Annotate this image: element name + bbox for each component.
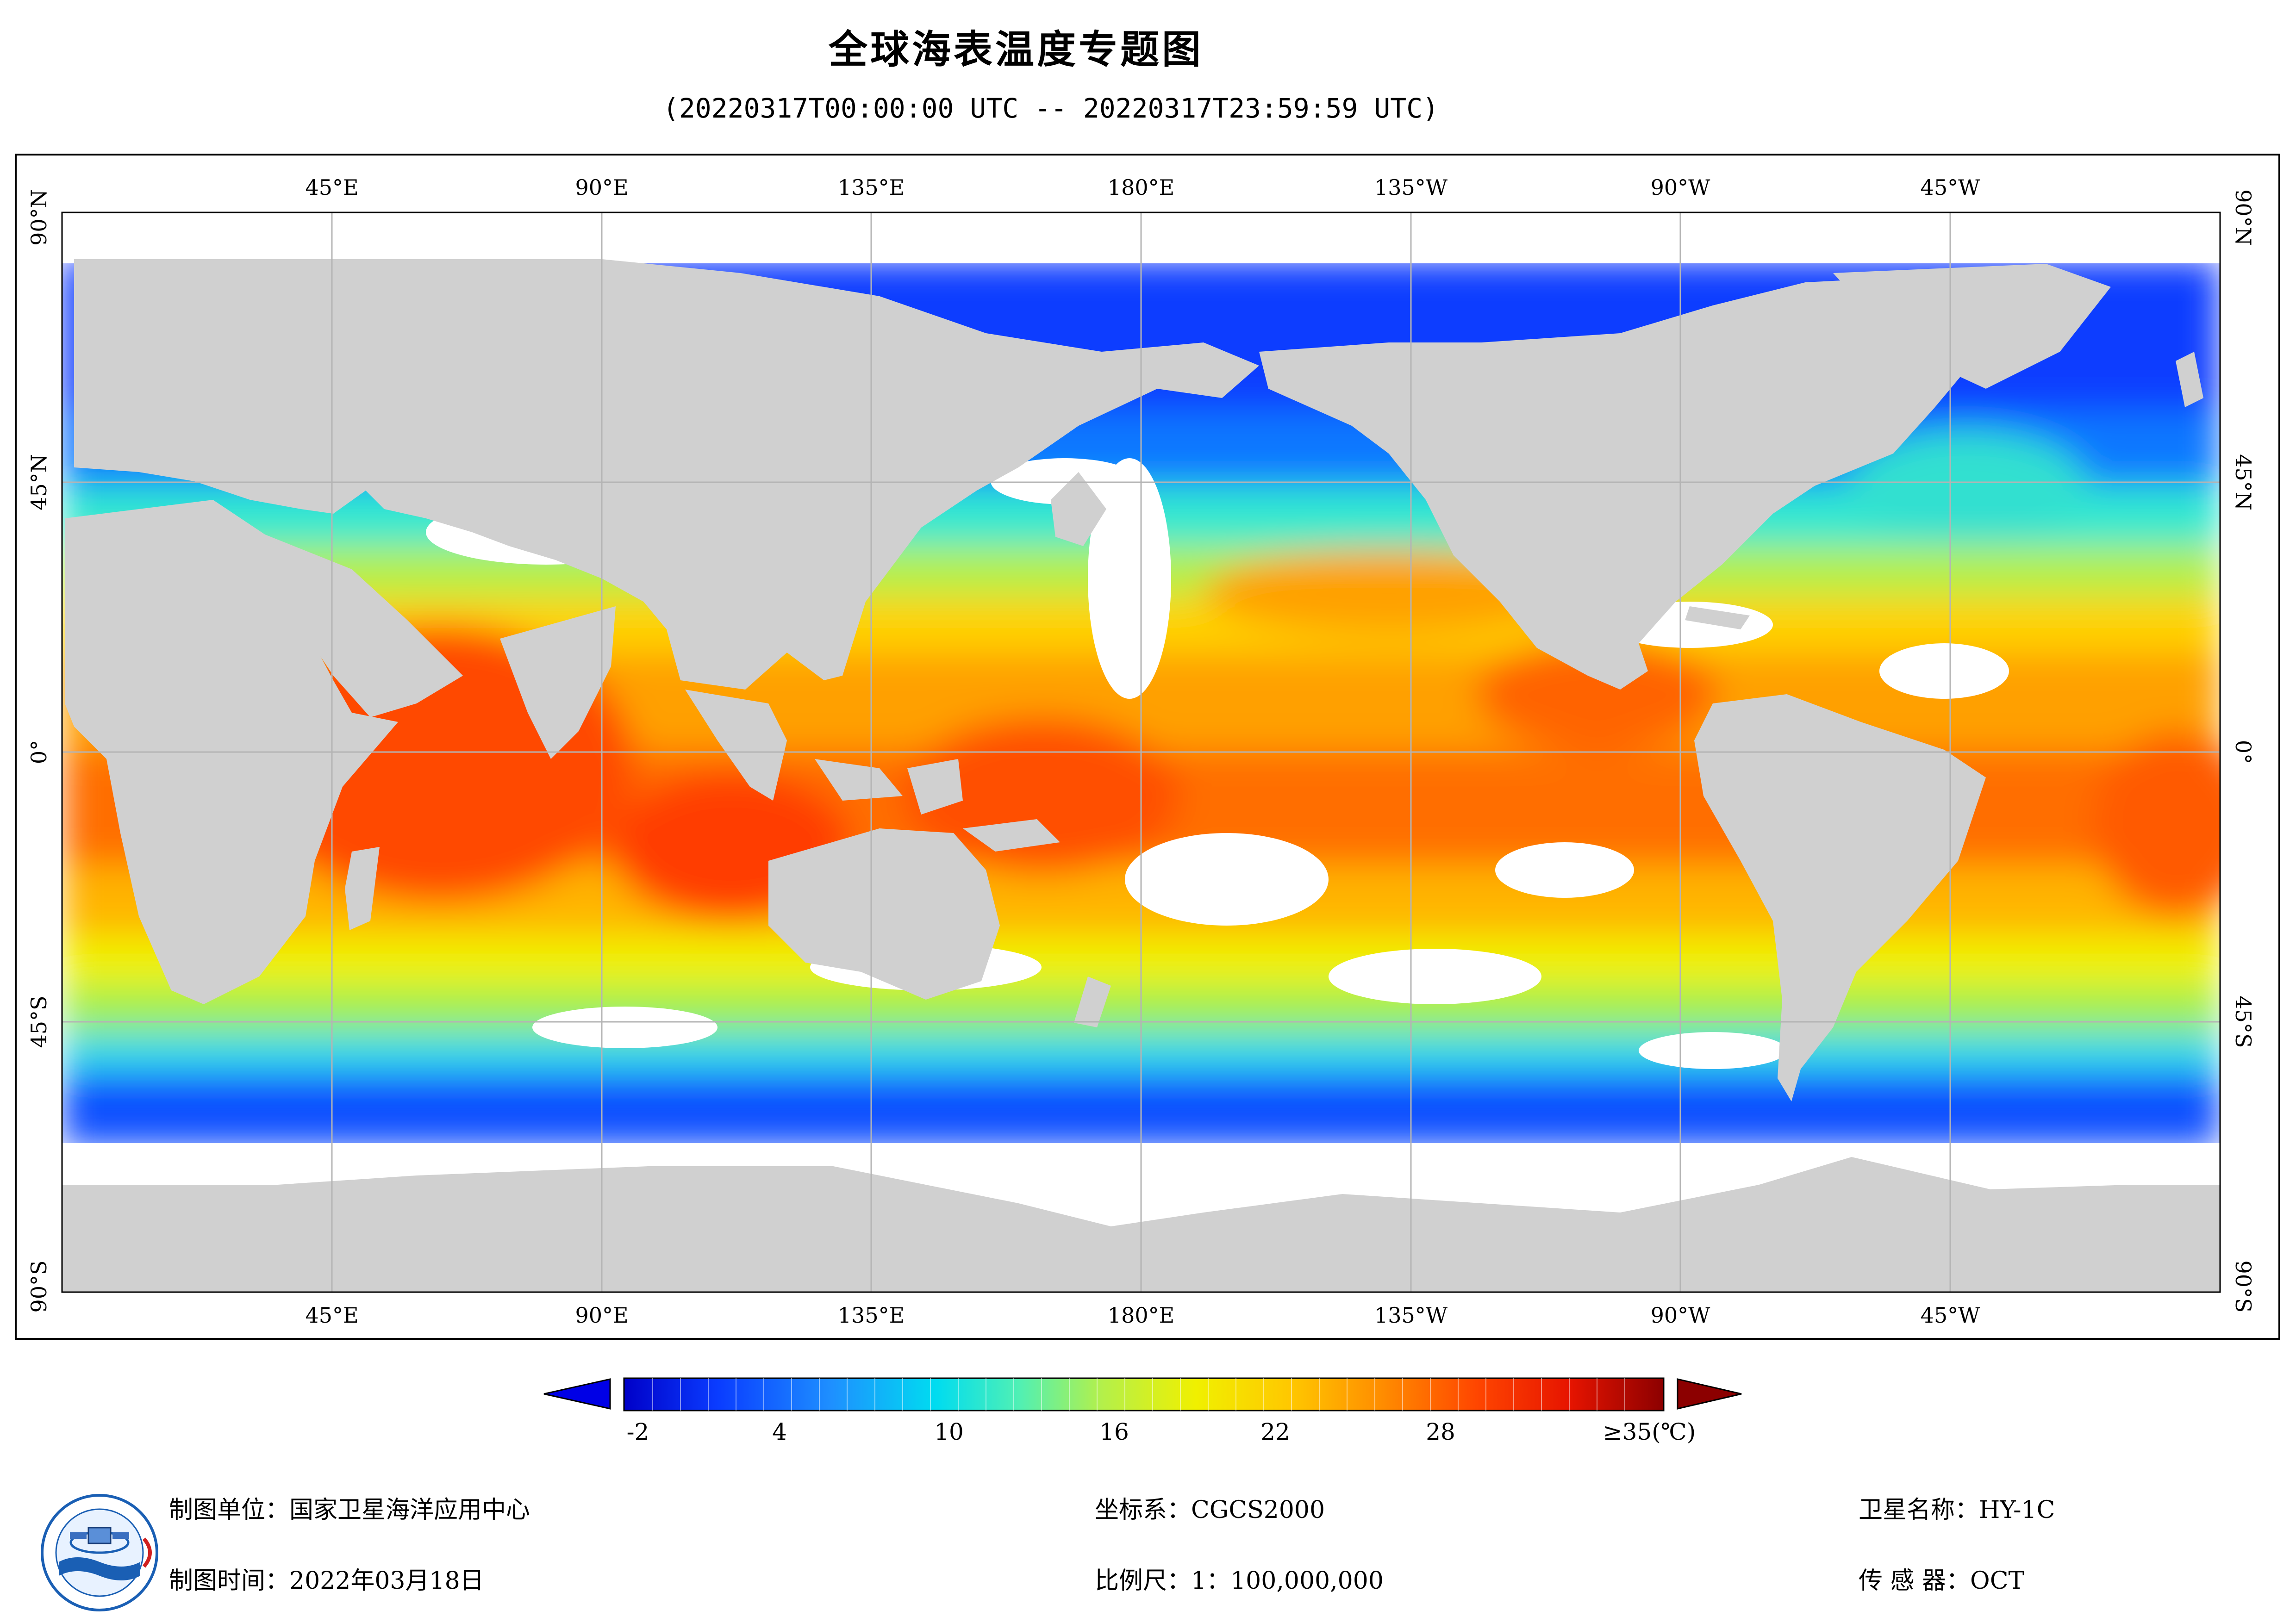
lat-label-left-0: 0° <box>26 740 51 765</box>
colorbar-tick-16: 16 <box>1099 1418 1129 1445</box>
map-title: 全球海表温度专题图 <box>828 27 1204 72</box>
lat-label-right-90n: 90°N <box>2231 189 2256 246</box>
lon-label-bottom-45w: 45°W <box>1920 1303 1980 1328</box>
coordinate-system: 坐标系：CGCS2000 <box>1095 1496 1325 1524</box>
lon-label-bottom-135w: 135°W <box>1374 1303 1448 1328</box>
lon-label-top-180e: 180°E <box>1107 175 1175 200</box>
lat-label-right-90s: 90°S <box>2231 1260 2256 1313</box>
nsoas-logo-icon <box>41 1494 158 1611</box>
colorbar-tick-28: 28 <box>1426 1418 1455 1445</box>
colorbar-tick-10: 10 <box>934 1418 964 1445</box>
lat-label-right-45n: 45°N <box>2231 454 2256 510</box>
graticule <box>62 212 2220 1292</box>
lon-label-top-90e: 90°E <box>575 175 629 200</box>
lat-label-left-45n: 45°N <box>26 454 51 510</box>
lat-label-left-90n: 90°N <box>26 189 51 246</box>
colorbar-tick-35: ≥35(℃) <box>1603 1418 1696 1445</box>
lon-label-bottom-90w: 90°W <box>1650 1303 1710 1328</box>
map-production-date: 制图时间：2022年03月18日 <box>169 1567 484 1595</box>
satellite-name: 卫星名称：HY-1C <box>1859 1496 2055 1524</box>
lon-label-bottom-90e: 90°E <box>575 1303 629 1328</box>
lon-label-top-90w: 90°W <box>1650 175 1710 200</box>
map-producer: 制图单位：国家卫星海洋应用中心 <box>169 1496 530 1524</box>
lon-label-bottom-45e: 45°E <box>305 1303 359 1328</box>
lon-label-bottom-135e: 135°E <box>837 1303 905 1328</box>
map-time-range: (20220317T00:00:00 UTC -- 20220317T23:59… <box>662 93 1439 124</box>
lon-label-bottom-180e: 180°E <box>1107 1303 1175 1328</box>
colorbar-tick-minus2: -2 <box>626 1418 649 1445</box>
lon-label-top-45w: 45°W <box>1920 175 1980 200</box>
lat-label-right-45s: 45°S <box>2231 995 2256 1048</box>
sst-layer <box>62 212 2220 1292</box>
lat-label-right-0: 0° <box>2231 740 2256 765</box>
lat-label-left-90s: 90°S <box>26 1260 51 1313</box>
map-frame <box>15 154 2280 1340</box>
sensor-name: 传 感 器：OCT <box>1859 1567 2025 1595</box>
lat-label-left-45s: 45°S <box>26 995 51 1048</box>
lon-label-top-45e: 45°E <box>305 175 359 200</box>
lon-label-top-135e: 135°E <box>837 175 905 200</box>
colorbar-tick-22: 22 <box>1260 1418 1290 1445</box>
map-scale: 比例尺：1：100,000,000 <box>1095 1567 1384 1595</box>
colorbar-tick-4: 4 <box>772 1418 787 1445</box>
lon-label-top-135w: 135°W <box>1374 175 1448 200</box>
